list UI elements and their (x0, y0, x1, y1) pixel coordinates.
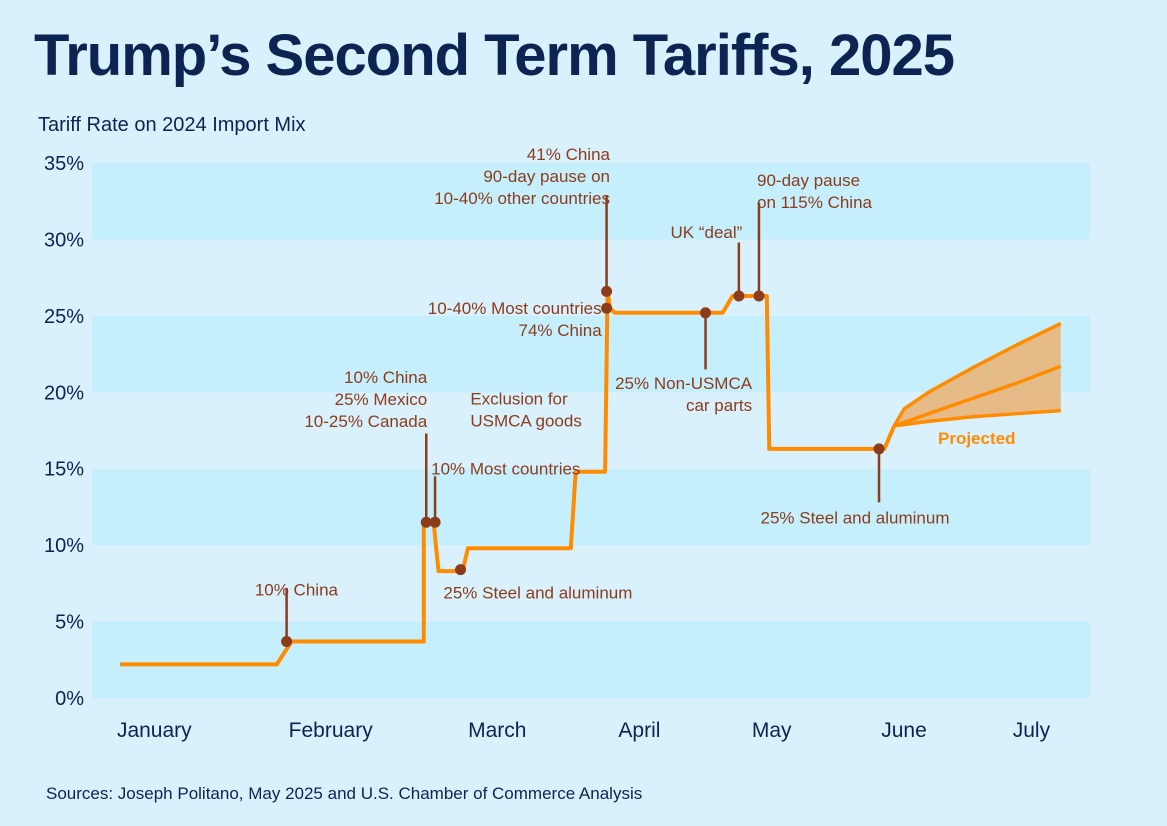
annotation-label: 25% Steel and aluminum (443, 584, 632, 603)
x-tick-label: April (618, 719, 660, 742)
y-axis-title: Tariff Rate on 2024 Import Mix (38, 114, 306, 136)
grid-band (92, 239, 1090, 316)
annotation-label: Exclusion for (470, 389, 568, 408)
y-tick-label: 15% (44, 459, 84, 481)
annotation-label: on 115% China (757, 193, 873, 212)
x-axis-ticks: January February March April May June July (117, 719, 1051, 742)
y-tick-label: 0% (55, 688, 84, 710)
annotation-label: 25% Steel and aluminum (760, 509, 949, 528)
source-note: Sources: Joseph Politano, May 2025 and U… (46, 784, 643, 803)
grid-band (92, 621, 1090, 698)
event-dot (873, 443, 885, 455)
event-dot (733, 290, 745, 302)
event-dot (753, 290, 765, 302)
projection-area (894, 323, 1061, 426)
annotation-label: 10-25% Canada (304, 412, 427, 431)
annotation-label: 74% China (518, 321, 602, 340)
event-dot (601, 302, 613, 314)
event-dot (455, 564, 467, 576)
grid-band (92, 163, 1090, 240)
grid-band (92, 545, 1090, 622)
projected-label: Projected (938, 429, 1015, 448)
x-tick-label: March (468, 719, 526, 742)
event-dot (420, 516, 432, 528)
grid-band (92, 315, 1090, 393)
x-tick-label: June (881, 719, 927, 742)
annotation-stems (285, 195, 881, 642)
y-axis-ticks: 0% 5% 10% 15% 20% 25% 30% 35% (44, 153, 84, 710)
y-tick-label: 10% (44, 535, 84, 557)
annotation-label: 10% Most countries (431, 460, 580, 479)
event-markers (281, 285, 885, 647)
annotation-labels: 10% China 10% China 25% Mexico 10-25% Canad… (255, 145, 1016, 603)
event-dot (281, 635, 293, 647)
x-tick-label: May (752, 719, 792, 742)
event-dot (601, 285, 613, 297)
x-tick-label: July (1013, 719, 1051, 742)
projection-line (893, 408, 1061, 428)
annotation-label: 10% China (344, 368, 428, 387)
projection-line (892, 321, 1062, 427)
projection-band (894, 323, 1061, 426)
x-tick-label: February (289, 719, 374, 742)
annotation-label: car parts (686, 396, 752, 415)
annotation-label: 25% Mexico (335, 390, 428, 409)
projection-line (893, 364, 1062, 428)
annotation-label: 90-day pause on (483, 167, 610, 186)
annotation-label: 10-40% other countries (434, 189, 610, 208)
annotation-label: 10-40% Most countries (428, 299, 602, 318)
grid-band (92, 468, 1090, 546)
y-tick-label: 5% (55, 612, 84, 634)
y-tick-label: 35% (44, 153, 84, 175)
chart-title: Trump’s Second Term Tariffs, 2025 (34, 23, 955, 88)
annotation-label: 10% China (255, 580, 339, 599)
annotation-label: 41% China (527, 145, 611, 164)
annotation-label: 25% Non-USMCA (615, 374, 753, 393)
y-tick-label: 25% (44, 306, 84, 328)
tariff-line (120, 289, 897, 667)
event-dot (700, 307, 712, 319)
y-tick-label: 20% (44, 382, 84, 404)
annotation-label: USMCA goods (470, 411, 581, 430)
y-tick-label: 30% (44, 229, 84, 251)
grid-bands (92, 163, 1090, 698)
x-tick-label: January (117, 719, 192, 742)
annotation-label: 90-day pause (757, 171, 860, 190)
series-lines (120, 289, 1062, 667)
event-dot (429, 516, 441, 528)
annotation-label: UK “deal” (670, 223, 742, 242)
